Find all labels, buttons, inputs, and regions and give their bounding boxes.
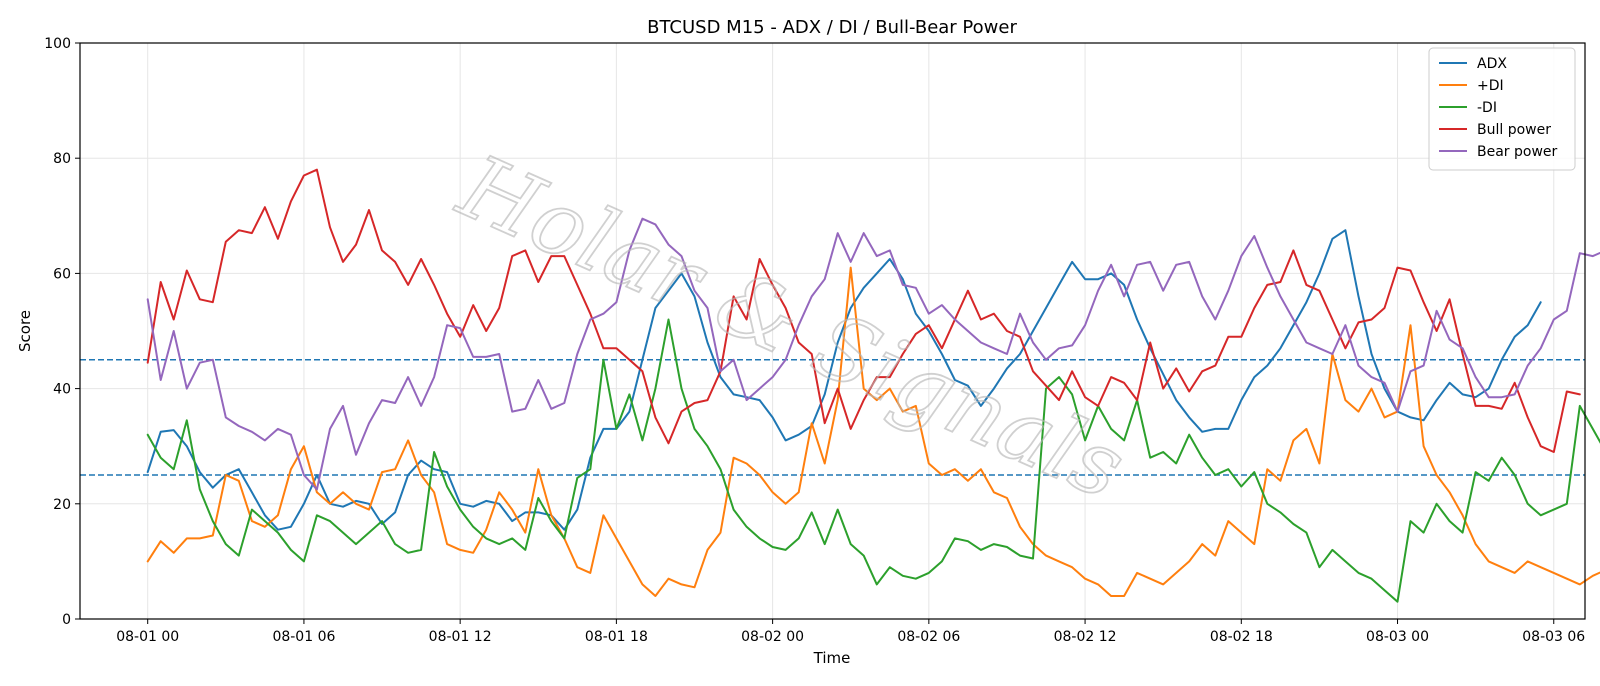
grid <box>80 42 1585 620</box>
x-axis-label: Time <box>813 649 851 667</box>
x-tick-label: 08-02 12 <box>1054 629 1117 645</box>
series-layer <box>146 168 1600 603</box>
x-tick-label: 08-01 18 <box>585 629 648 645</box>
series-line-bull-power <box>146 168 1581 453</box>
chart-title: BTCUSD M15 - ADX / DI / Bull-Bear Power <box>647 17 1017 38</box>
series-line--di <box>146 318 1600 603</box>
axes: 0 20 40 60 80 100 08-01 00 08-01 06 08-01 12 08-0… <box>44 36 1585 645</box>
series-line--di <box>146 266 1600 597</box>
legend-label: +DI <box>1477 78 1504 94</box>
x-tick-label: 08-03 06 <box>1522 629 1585 645</box>
y-axis-label: Score <box>16 310 34 352</box>
y-tick-label: 100 <box>44 36 71 52</box>
legend: ADX +DI -DI Bull power Bear power <box>1428 47 1576 171</box>
legend-label: Bull power <box>1477 122 1551 138</box>
legend-label: -DI <box>1477 100 1497 116</box>
y-tick-label: 20 <box>53 497 71 513</box>
series-line-bear-power <box>146 217 1600 491</box>
plot-frame <box>79 42 1586 620</box>
x-tick-label: 08-02 06 <box>897 629 960 645</box>
legend-box <box>1428 47 1576 171</box>
x-tick-label: 08-01 06 <box>272 629 335 645</box>
y-tick-label: 0 <box>62 612 71 628</box>
y-tick-label: 80 <box>53 151 71 167</box>
legend-label: Bear power <box>1477 144 1558 160</box>
x-tick-label: 08-01 00 <box>116 629 179 645</box>
x-tick-label: 08-02 00 <box>741 629 804 645</box>
x-tick-label: 08-01 12 <box>429 629 492 645</box>
y-tick-label: 60 <box>53 266 71 282</box>
legend-label: ADX <box>1477 56 1507 72</box>
x-tick-label: 08-02 18 <box>1210 629 1273 645</box>
x-tick-label: 08-03 00 <box>1366 629 1429 645</box>
y-tick-label: 40 <box>53 382 71 398</box>
